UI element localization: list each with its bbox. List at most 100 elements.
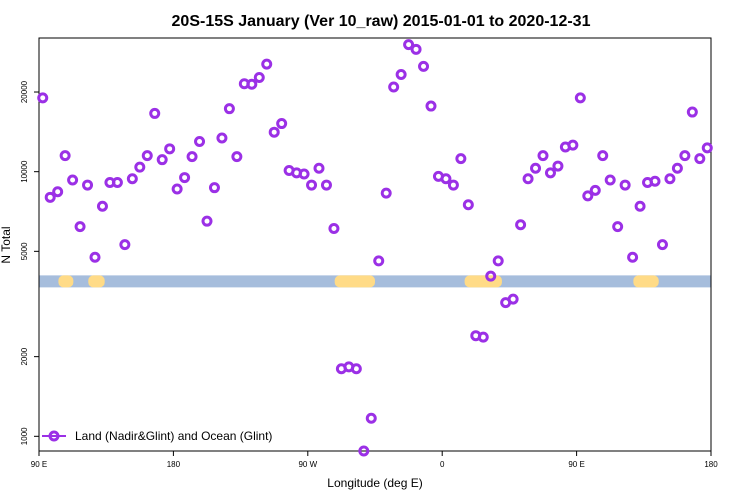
- data-point: [276, 118, 288, 130]
- data-point: [82, 179, 94, 191]
- x-tick-label: 180: [167, 460, 181, 469]
- data-point: [515, 219, 527, 231]
- data-point: [52, 186, 64, 198]
- data-point: [156, 154, 168, 166]
- surface-band: [39, 275, 711, 288]
- data-point: [656, 239, 668, 251]
- data-point: [485, 270, 497, 282]
- data-point: [44, 191, 56, 203]
- data-point: [373, 255, 385, 267]
- data-point: [59, 150, 71, 162]
- legend-marker: [48, 430, 60, 442]
- data-point: [328, 222, 340, 234]
- data-point: [522, 173, 534, 185]
- data-point: [507, 293, 519, 305]
- data-point: [358, 445, 370, 457]
- x-axis: 90 E 180 90 W 0 90 E 180: [31, 451, 718, 469]
- y-tick-label: 5000: [20, 242, 29, 260]
- land-band-segment: [88, 275, 105, 288]
- data-point: [418, 60, 430, 72]
- data-point: [425, 100, 437, 112]
- data-point: [74, 221, 86, 233]
- data-point: [171, 183, 183, 195]
- data-point: [552, 160, 564, 172]
- data-point: [477, 331, 489, 343]
- data-point: [89, 251, 101, 263]
- data-point: [589, 184, 601, 196]
- data-point: [403, 39, 415, 51]
- data-point: [111, 177, 123, 189]
- data-point: [320, 179, 332, 191]
- data-point: [574, 92, 586, 104]
- data-point: [261, 58, 273, 70]
- data-point: [612, 221, 624, 233]
- data-point: [246, 78, 258, 90]
- x-tick-label: 90 E: [568, 460, 584, 469]
- data-point: [664, 173, 676, 185]
- data-point: [141, 150, 153, 162]
- x-tick-label: 0: [440, 460, 445, 469]
- y-tick-label: 1000: [20, 427, 29, 445]
- data-point: [223, 103, 235, 115]
- y-tick-label: 2000: [20, 347, 29, 365]
- data-point: [701, 142, 713, 154]
- data-point: [447, 179, 459, 191]
- data-point: [231, 151, 243, 163]
- data-point: [530, 162, 542, 174]
- data-point: [37, 92, 49, 104]
- data-point: [455, 153, 467, 165]
- land-band-segment: [633, 275, 659, 288]
- x-tick-label: 90 E: [31, 460, 47, 469]
- plot-frame: [38, 37, 712, 452]
- data-point: [649, 175, 661, 187]
- data-point: [194, 136, 206, 148]
- data-point: [186, 151, 198, 163]
- data-point: [119, 239, 131, 251]
- data-point: [126, 173, 138, 185]
- y-axis: 1000 2000 5000 10000 20000: [20, 80, 39, 445]
- data-point: [410, 43, 422, 55]
- data-point: [440, 173, 452, 185]
- data-point: [179, 172, 191, 184]
- data-point: [201, 215, 213, 227]
- legend-label: Land (Nadir&Glint) and Ocean (Glint): [75, 429, 272, 443]
- data-point: [395, 68, 407, 80]
- data-point: [298, 168, 310, 180]
- data-point: [268, 126, 280, 138]
- y-tick-label: 20000: [20, 80, 29, 103]
- data-point: [216, 132, 228, 144]
- y-axis-label: N Total: [0, 226, 13, 263]
- land-band-segment: [58, 275, 74, 288]
- x-tick-label: 180: [704, 460, 718, 469]
- data-points: [37, 39, 713, 457]
- data-point: [582, 190, 594, 202]
- data-point: [253, 71, 265, 83]
- data-point: [149, 107, 161, 119]
- data-point: [679, 150, 691, 162]
- data-point: [694, 153, 706, 165]
- x-tick-label: 90 W: [298, 460, 317, 469]
- data-point: [365, 412, 377, 424]
- land-band-segment: [464, 275, 502, 288]
- data-point: [597, 150, 609, 162]
- data-point: [96, 200, 108, 212]
- data-point: [604, 174, 616, 186]
- data-point: [627, 251, 639, 263]
- data-point: [306, 179, 318, 191]
- data-point: [380, 187, 392, 199]
- data-point: [134, 161, 146, 173]
- y-tick-label: 10000: [20, 160, 29, 183]
- data-point: [388, 81, 400, 93]
- data-point: [492, 255, 504, 267]
- data-point: [544, 167, 556, 179]
- legend: Land (Nadir&Glint) and Ocean (Glint): [42, 429, 272, 443]
- x-axis-label: Longitude (deg E): [327, 476, 422, 490]
- data-point: [619, 179, 631, 191]
- data-point: [313, 162, 325, 174]
- data-point: [567, 139, 579, 151]
- data-point: [67, 174, 79, 186]
- data-point: [208, 182, 220, 194]
- data-point: [686, 106, 698, 118]
- data-point: [350, 363, 362, 375]
- data-point: [164, 143, 176, 155]
